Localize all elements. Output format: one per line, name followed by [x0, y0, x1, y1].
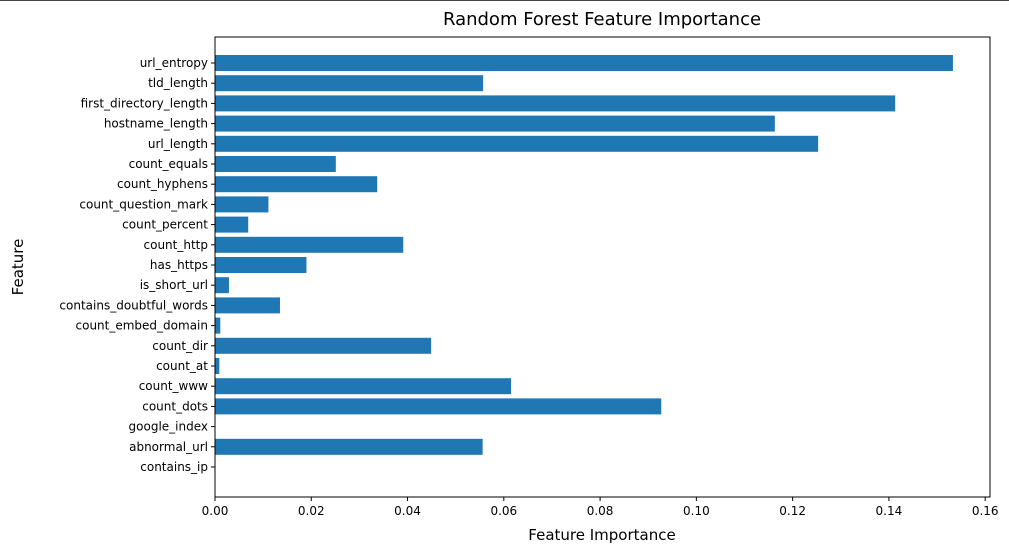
bar-count-hyphens [215, 176, 378, 193]
y-tick-label: first_directory_length [81, 96, 208, 110]
bar-count-dots [215, 398, 662, 415]
y-tick-label: google_index [129, 420, 208, 434]
y-tick-label: contains_doubtful_words [59, 298, 208, 312]
y-axis-label: Feature [9, 239, 27, 296]
x-axis-ticks: 0.00 0.02 0.04 0.06 0.08 0.10 0.12 0.14 0.16 [202, 497, 999, 518]
y-tick-label: abnormal_url [129, 440, 208, 454]
y-tick-label: count_hyphens [117, 177, 208, 191]
bar-hostname-length [215, 115, 775, 132]
bar-count-question-mark [215, 196, 269, 213]
y-tick-label: contains_ip [140, 460, 208, 474]
bar-url-entropy [215, 55, 953, 71]
y-tick-label: url_length [148, 137, 208, 151]
top-border-line [0, 0, 1009, 1]
bar-first-directory-length [215, 95, 896, 112]
plot-frame [214, 36, 991, 498]
x-tick-label: 0.12 [779, 504, 806, 518]
bar-abnormal-url [215, 438, 483, 455]
bar-count-at [215, 358, 220, 374]
x-tick-label: 0.04 [394, 504, 421, 518]
y-tick-label: tld_length [148, 76, 208, 90]
bar-url-length [215, 135, 819, 152]
bar-count-equals [215, 156, 336, 172]
y-tick-label: count_question_mark [79, 197, 208, 211]
bar-count-percent [215, 216, 249, 233]
y-axis-ticks: url_entropy tld_length first_directory_len… [59, 56, 215, 474]
chart-title: Random Forest Feature Importance [443, 9, 761, 30]
y-tick-label: count_at [156, 359, 208, 373]
y-tick-label: hostname_length [104, 117, 208, 131]
bar-count-http [215, 236, 404, 253]
bar-count-embed-domain [215, 317, 221, 334]
y-tick-label: count_dots [142, 399, 208, 413]
bar-tld-length [215, 75, 484, 92]
y-tick-label: count_http [144, 238, 209, 252]
bar-contains-doubtful-words [215, 297, 280, 314]
x-tick-label: 0.06 [490, 504, 517, 518]
y-tick-label: count_percent [122, 218, 208, 232]
x-axis-label: Feature Importance [528, 526, 675, 544]
bars-group [215, 55, 953, 455]
y-tick-label: is_short_url [140, 278, 208, 292]
y-tick-label: count_embed_domain [76, 319, 209, 333]
bar-count-dir [215, 337, 432, 354]
y-tick-label: count_equals [129, 157, 208, 171]
x-tick-label: 0.00 [202, 504, 229, 518]
x-tick-label: 0.10 [683, 504, 710, 518]
bar-is-short-url [215, 277, 229, 294]
bar-count-www [215, 378, 512, 395]
y-tick-label: count_dir [152, 339, 208, 353]
x-tick-label: 0.16 [972, 504, 999, 518]
x-tick-label: 0.14 [876, 504, 903, 518]
y-tick-label: count_www [139, 379, 208, 393]
y-tick-label: has_https [150, 258, 208, 272]
x-tick-label: 0.02 [298, 504, 325, 518]
x-tick-label: 0.08 [587, 504, 614, 518]
y-tick-label: url_entropy [140, 56, 208, 70]
bar-has-https [215, 257, 307, 273]
